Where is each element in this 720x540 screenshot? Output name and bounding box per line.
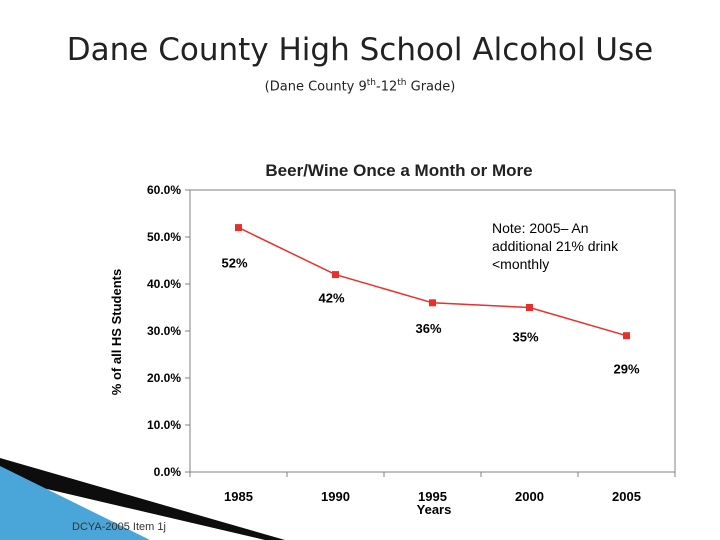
- y-tick-label: 50.0%: [147, 230, 181, 244]
- note-line-1: Note: 2005– An: [492, 220, 589, 236]
- note-line-2: additional 21% drink: [492, 238, 619, 254]
- note-line-3: <monthly: [492, 256, 550, 272]
- footer-source: DCYA-2005 Item 1j: [72, 521, 166, 533]
- slide-subtitle: (Dane County 9th-12th Grade): [0, 78, 720, 94]
- data-label: 42%: [318, 291, 344, 306]
- data-label: 52%: [221, 256, 247, 271]
- subtitle-mid: -12: [376, 79, 398, 95]
- note-text: Note: 2005– An additional 21% drink <mon…: [492, 219, 667, 273]
- y-tick-label: 10.0%: [147, 418, 181, 432]
- data-point: [526, 304, 533, 311]
- subtitle-sup-1: th: [366, 78, 377, 88]
- data-label: 29%: [613, 362, 639, 377]
- data-point: [623, 332, 630, 340]
- corner-dark-swoosh: [0, 458, 285, 540]
- y-axis-label: % of all HS Students: [109, 269, 124, 395]
- series-group: [235, 224, 630, 340]
- x-axis-ticks: 1985 1990 1995 2000 2005: [189, 472, 676, 504]
- data-label: 35%: [512, 330, 538, 345]
- data-point: [429, 299, 436, 307]
- data-point: [332, 271, 339, 279]
- corner-blue-swoosh: [0, 466, 150, 540]
- x-tick-label: 2005: [612, 489, 641, 504]
- x-tick-label: 1990: [321, 489, 350, 504]
- chart-title: Beer/Wine Once a Month or More: [265, 161, 532, 180]
- x-axis-label: Years: [417, 502, 452, 517]
- slide-title: Dane County High School Alcohol Use: [66, 32, 654, 68]
- y-tick-label: 40.0%: [147, 277, 181, 291]
- x-tick-label: 1985: [224, 489, 253, 504]
- corner-decoration: [0, 458, 285, 540]
- y-tick-label: 30.0%: [147, 324, 181, 338]
- y-tick-label: 60.0%: [147, 183, 181, 197]
- subtitle-suffix: Grade): [406, 79, 456, 95]
- data-label: 36%: [415, 321, 441, 336]
- subtitle-prefix: (Dane County 9: [264, 79, 367, 95]
- data-labels: 52% 42% 36% 35% 29%: [221, 256, 639, 377]
- x-tick-label: 2000: [515, 489, 544, 504]
- y-tick-label: 0.0%: [154, 465, 182, 479]
- y-axis-ticks: 0.0% 10.0% 20.0% 30.0% 40.0% 50.0% 60.0%: [147, 183, 190, 479]
- subtitle-sup-2: th: [397, 78, 407, 88]
- y-tick-label: 20.0%: [147, 371, 181, 385]
- x-tick-label: 1995: [418, 489, 447, 504]
- data-point: [235, 224, 242, 232]
